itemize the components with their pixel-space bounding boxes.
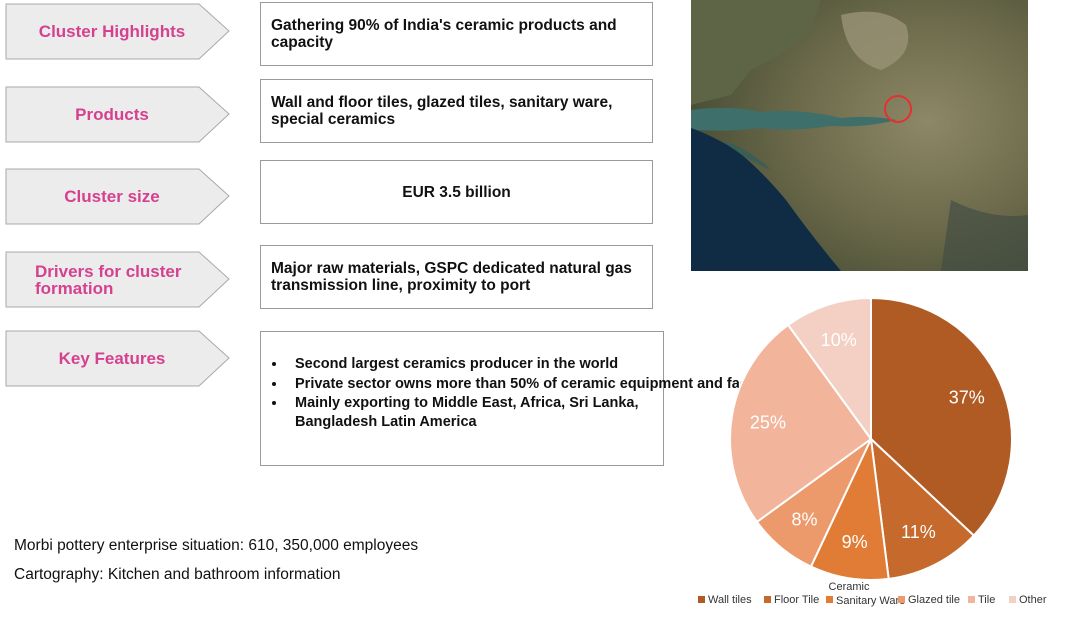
tag-cluster-highlights: Cluster Highlights: [5, 3, 231, 60]
legend-swatch: [698, 596, 705, 603]
location-marker: [884, 95, 912, 123]
footer-source: Cartography: Kitchen and bathroom inform…: [14, 566, 341, 583]
footer-employees: Morbi pottery enterprise situation: 610,…: [14, 537, 419, 554]
info-text: Wall and floor tiles, glazed tiles, sani…: [271, 94, 613, 128]
pie-data-label: 8%: [791, 509, 817, 529]
feature-item: Second largest ceramics producer in the …: [287, 354, 653, 374]
legend-swatch: [968, 596, 975, 603]
info-box-highlights: Gathering 90% of India's ceramic product…: [260, 2, 653, 66]
legend-swatch: [1009, 596, 1016, 603]
tag-label: Drivers for cluster formation: [35, 261, 182, 298]
pie-slice-ceramic-sanitary-ware: [809, 435, 890, 581]
tag-cluster-size: Cluster size: [5, 168, 231, 225]
tag-key-features: Key Features: [5, 330, 231, 387]
tag-label: Cluster Highlights: [38, 22, 186, 41]
pie-slice-floor-tile: [869, 436, 976, 581]
legend-label: Ceramic Sanitary Ware: [829, 581, 906, 607]
pie-data-label: 37%: [949, 388, 985, 408]
info-text: Major raw materials, GSPC dedicated natu…: [271, 260, 632, 294]
legend-swatch: [764, 596, 771, 603]
pie-data-label: 10%: [821, 330, 857, 350]
tag-arrow-shape: [5, 251, 230, 308]
satellite-map-image: [691, 0, 1028, 271]
legend-label: Floor Tile: [774, 594, 819, 606]
legend-swatch: [826, 596, 833, 603]
legend-swatch: [898, 596, 905, 603]
pie-chart: 37% 11% 9% 8% 25% 10% Wall tiles Floor Tile Cer…: [698, 296, 1047, 607]
pie-slice-tile: [729, 323, 873, 524]
tag-label: Products: [75, 105, 149, 124]
info-box-products: Wall and floor tiles, glazed tiles, sani…: [260, 79, 653, 143]
tag-arrow-shape: [5, 168, 230, 225]
tag-arrow-shape: [5, 330, 230, 387]
tag-products: Products: [5, 86, 231, 143]
legend-label: Tile: [978, 594, 995, 606]
pie-data-label: 11%: [901, 522, 936, 542]
feature-item: Mainly exporting to Middle East, Africa,…: [287, 394, 675, 432]
legend-label: Glazed tile: [908, 594, 960, 606]
pie-data-label: 25%: [750, 413, 786, 433]
feature-item: Private sector owns more than 50% of cer…: [287, 374, 787, 394]
info-box-cluster-size: EUR 3.5 billion: [260, 160, 653, 224]
pie-data-label: 9%: [842, 532, 868, 552]
tag-arrow-shape: [5, 86, 230, 143]
feature-list: Second largest ceramics producer in the …: [271, 354, 787, 432]
tag-drivers: Drivers for cluster formation: [5, 251, 231, 308]
pie-slices: [729, 296, 1013, 581]
legend-label: Other: [1019, 594, 1047, 606]
info-box-drivers: Major raw materials, GSPC dedicated natu…: [260, 245, 653, 309]
pie-slice-wall-tiles: [870, 296, 1013, 537]
legend-label: Wall tiles: [708, 594, 752, 606]
tag-label: Cluster size: [64, 187, 160, 206]
pie-slice-other: [786, 296, 872, 443]
info-box-key-features: Second largest ceramics producer in the …: [260, 331, 787, 466]
map-terrain: [691, 0, 1028, 271]
tag-arrow-shape: [5, 3, 230, 60]
tag-label: Key Features: [58, 349, 166, 368]
pie-data-labels: 37% 11% 9% 8% 25% 10%: [750, 330, 985, 552]
info-text: EUR 3.5 billion: [402, 183, 511, 201]
pie-legend: Wall tiles Floor Tile Ceramic Sanitary Ware…: [698, 581, 1047, 607]
info-text: Gathering 90% of India's ceramic product…: [271, 17, 617, 51]
